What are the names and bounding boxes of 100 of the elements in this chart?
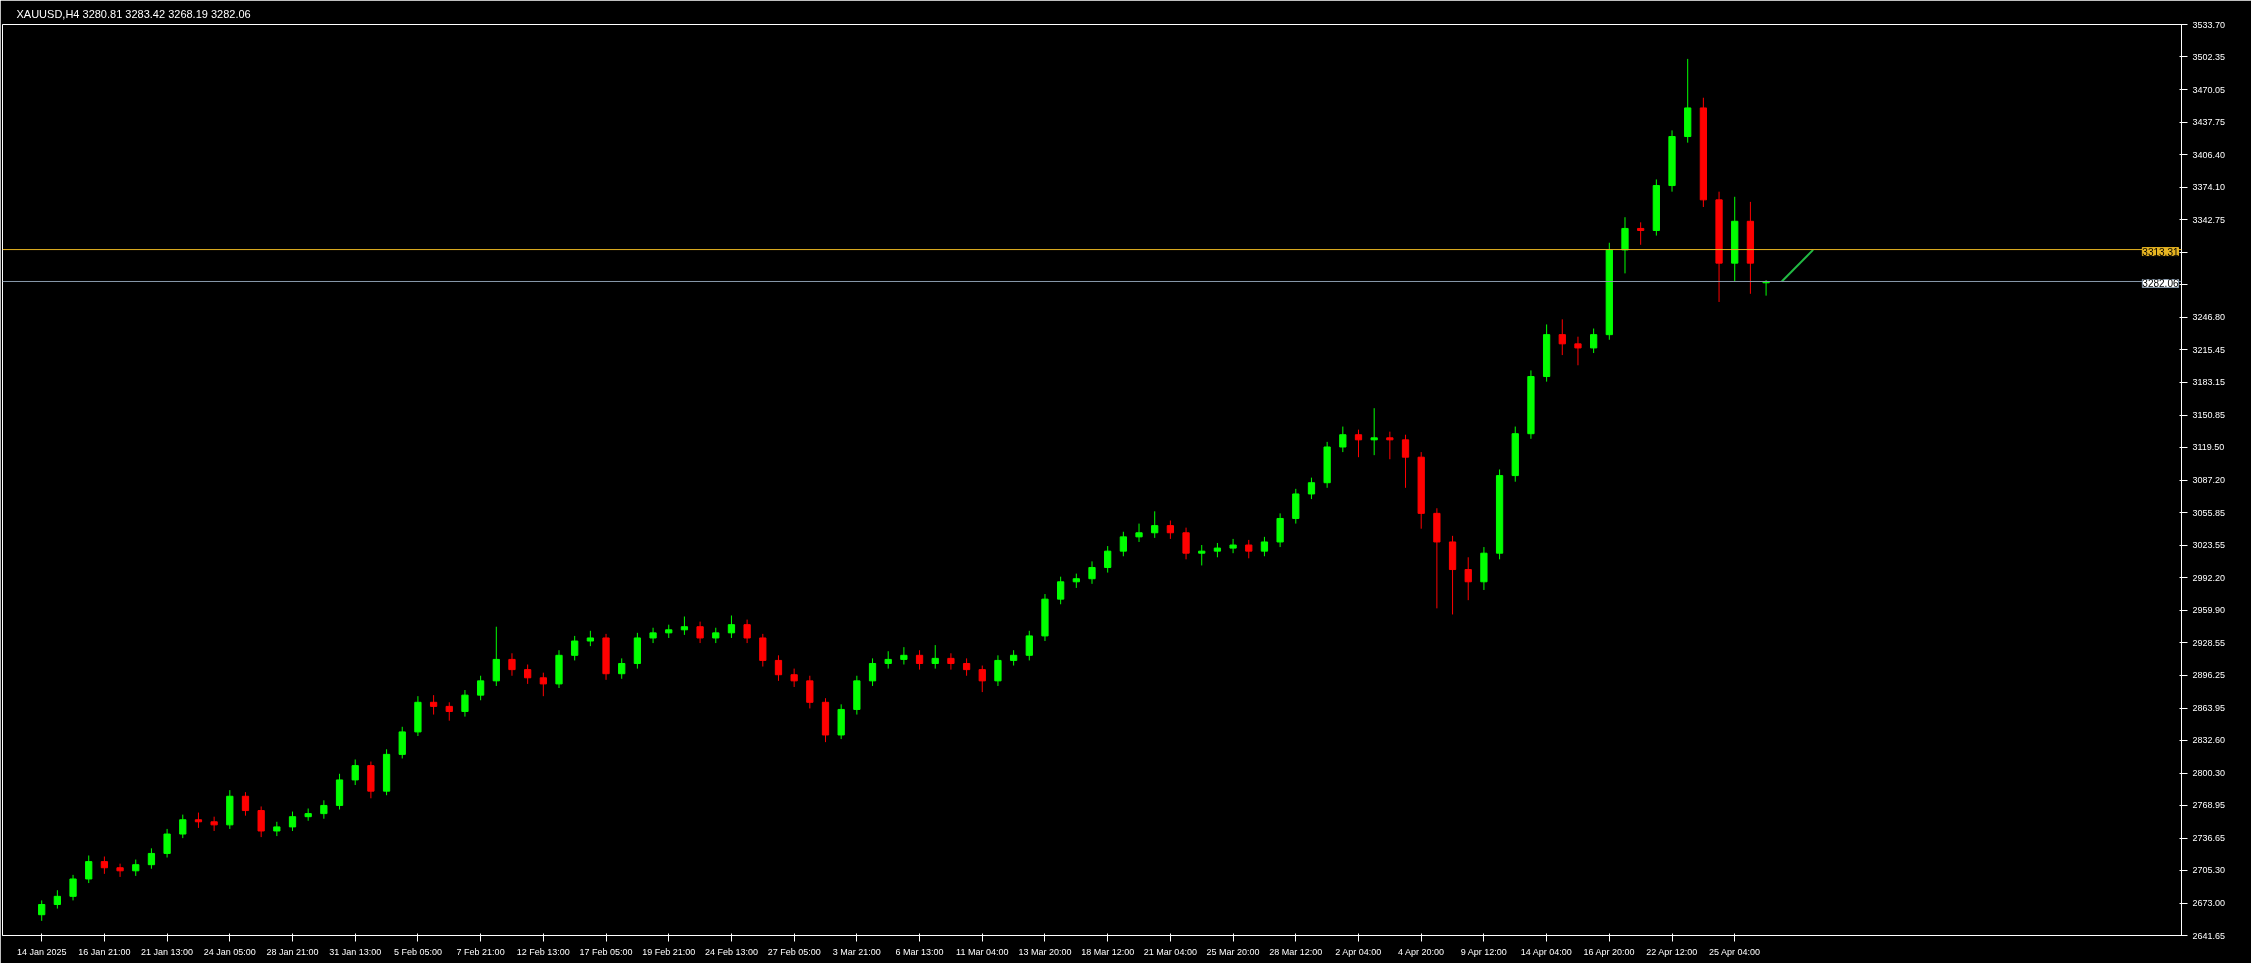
candlestick xyxy=(1386,431,1394,460)
candlestick xyxy=(38,899,46,922)
candlestick xyxy=(461,689,469,718)
x-tick-label: 25 Apr 04:00 xyxy=(1708,946,1760,957)
y-tick-label: 3246.80 xyxy=(2192,312,2226,323)
candlestick xyxy=(790,668,798,688)
x-tick-label: 17 Feb 05:00 xyxy=(579,946,633,957)
y-tick-label: 3215.45 xyxy=(2192,344,2226,355)
y-tick-label: 3150.85 xyxy=(2192,410,2226,421)
candlestick xyxy=(994,654,1002,687)
candlestick xyxy=(743,619,751,644)
y-tick-label: 2959.90 xyxy=(2192,605,2226,616)
candlestick xyxy=(524,664,532,685)
candlestick xyxy=(1057,576,1065,605)
ref-line-label: 3313.31 xyxy=(2142,246,2179,258)
candlestick xyxy=(978,665,986,693)
candlestick xyxy=(53,889,61,910)
candlestick xyxy=(179,814,187,839)
candlestick xyxy=(1574,336,1582,366)
x-tick-label: 14 Apr 04:00 xyxy=(1520,946,1572,957)
candlestick xyxy=(210,816,218,832)
x-tick-label: 25 Mar 20:00 xyxy=(1206,946,1260,957)
x-tick-label: 22 Apr 12:00 xyxy=(1646,946,1698,957)
x-tick-label: 16 Apr 20:00 xyxy=(1583,946,1635,957)
candlestick xyxy=(1135,523,1143,543)
y-tick-label: 3406.40 xyxy=(2192,149,2226,160)
candlestick xyxy=(1245,539,1253,559)
x-tick-label: 24 Jan 05:00 xyxy=(203,946,256,957)
candlestick xyxy=(508,652,516,677)
candlestick xyxy=(915,649,924,671)
candlestick xyxy=(1590,328,1598,354)
candlestick xyxy=(680,616,689,636)
y-tick-label: 2863.95 xyxy=(2192,703,2226,714)
x-tick-label: 21 Jan 13:00 xyxy=(141,946,194,957)
x-tick-label: 27 Feb 05:00 xyxy=(767,946,821,957)
candlestick xyxy=(696,621,704,644)
candlestick xyxy=(69,874,77,901)
y-tick-label: 2928.55 xyxy=(2192,637,2226,648)
y-tick-label: 2673.00 xyxy=(2192,898,2226,909)
candlestick xyxy=(351,758,359,786)
y-tick-label: 3533.70 xyxy=(2192,19,2226,30)
x-tick-label: 11 Mar 04:00 xyxy=(956,946,1009,957)
y-tick-label: 2992.20 xyxy=(2192,572,2226,583)
y-tick-label: 2768.95 xyxy=(2192,800,2226,811)
y-tick-label: 2641.65 xyxy=(2192,930,2226,941)
y-tick-label: 3023.55 xyxy=(2192,540,2226,551)
x-tick-label: 28 Mar 12:00 xyxy=(1269,946,1323,957)
candlestick xyxy=(1637,221,1645,246)
x-tick-label: 4 Apr 20:00 xyxy=(1397,946,1444,957)
candlestick xyxy=(1276,512,1284,548)
x-tick-label: 2 Apr 04:00 xyxy=(1335,946,1382,957)
candlestick xyxy=(492,626,500,687)
candlestick xyxy=(1401,434,1410,489)
candlestick xyxy=(476,675,485,701)
candlestick xyxy=(1339,426,1347,453)
candlestick xyxy=(445,701,453,722)
y-tick-label: 3374.10 xyxy=(2192,182,2226,193)
x-tick-label: 12 Feb 13:00 xyxy=(516,946,570,957)
y-tick-label: 2736.65 xyxy=(2192,833,2226,844)
candlestick xyxy=(85,854,93,884)
candlestick xyxy=(398,726,406,759)
y-tick-label: 3087.20 xyxy=(2192,475,2226,486)
candlestick xyxy=(257,805,265,838)
y-tick-label: 2896.25 xyxy=(2192,670,2226,681)
candlestick xyxy=(163,828,171,859)
candlestick xyxy=(1198,544,1206,566)
x-tick-label: 16 Jan 21:00 xyxy=(78,946,131,957)
candlestick xyxy=(1621,216,1629,274)
candlestick xyxy=(1182,527,1190,560)
candlestick xyxy=(1260,536,1269,557)
ref-line-label: 3282.06 xyxy=(2142,278,2179,290)
candlestick xyxy=(1166,520,1175,540)
y-tick-label: 3437.75 xyxy=(2192,117,2226,128)
candlestick xyxy=(1104,545,1112,574)
candlestick xyxy=(774,654,783,682)
candlestick xyxy=(1025,630,1033,661)
x-tick-label: 9 Apr 12:00 xyxy=(1460,946,1507,957)
y-tick-label: 3119.50 xyxy=(2192,442,2225,453)
y-tick-label: 3502.35 xyxy=(2192,51,2226,62)
candlestick xyxy=(429,694,438,716)
x-tick-label: 7 Feb 21:00 xyxy=(456,946,505,957)
candlestick xyxy=(1088,560,1096,585)
candlestick xyxy=(571,635,579,661)
y-tick-label: 3055.85 xyxy=(2192,507,2226,518)
x-tick-label: 31 Jan 13:00 xyxy=(329,946,382,957)
candlestick xyxy=(618,657,626,680)
candlestick xyxy=(320,799,328,820)
x-tick-label: 28 Jan 21:00 xyxy=(266,946,319,957)
y-tick-label: 2832.60 xyxy=(2192,735,2226,746)
candlestick xyxy=(1558,318,1566,356)
candlestick xyxy=(288,811,297,832)
candlestick xyxy=(649,627,657,644)
candlestick xyxy=(1307,477,1316,500)
candlestick xyxy=(1354,429,1363,458)
candlestick xyxy=(931,644,939,670)
y-tick-label: 2800.30 xyxy=(2192,768,2226,779)
chart-title: XAUUSD,H4 3280.81 3283.42 3268.19 3282.06 xyxy=(16,7,251,20)
y-tick-label: 3470.05 xyxy=(2192,84,2226,95)
candlestick xyxy=(1119,531,1127,557)
candlestick xyxy=(759,633,767,668)
